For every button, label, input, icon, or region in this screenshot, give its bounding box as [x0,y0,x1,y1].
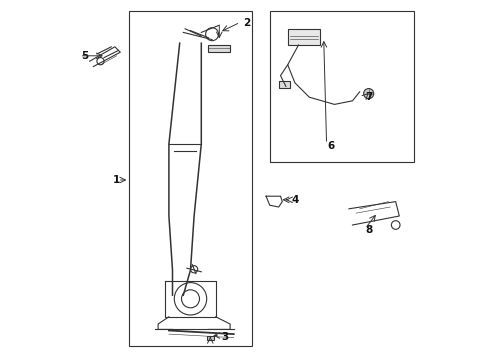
Text: 3: 3 [221,332,228,342]
Text: 5: 5 [81,51,88,61]
Text: 2: 2 [242,18,249,28]
Text: 4: 4 [291,195,298,205]
Polygon shape [278,81,289,88]
Text: 8: 8 [365,225,371,235]
Text: 7: 7 [365,92,372,102]
Text: 6: 6 [326,141,334,151]
Circle shape [363,89,373,99]
Polygon shape [287,29,320,45]
Polygon shape [206,336,213,340]
Polygon shape [208,45,230,52]
Text: 1: 1 [113,175,120,185]
